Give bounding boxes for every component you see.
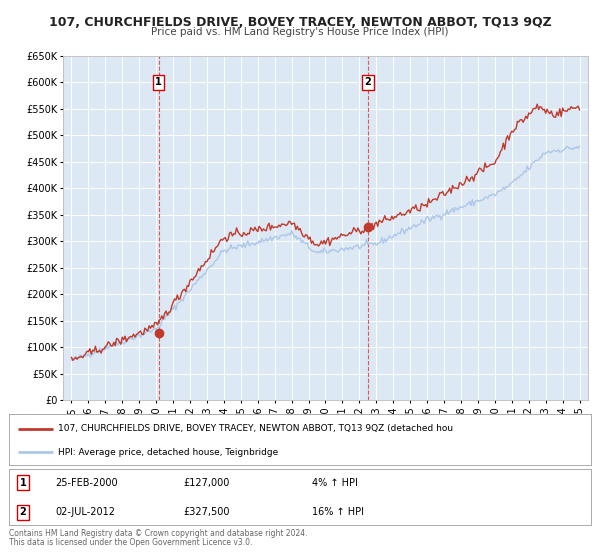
Text: 2: 2 (19, 507, 26, 517)
Text: 02-JUL-2012: 02-JUL-2012 (56, 507, 116, 517)
Text: 4% ↑ HPI: 4% ↑ HPI (311, 478, 358, 488)
Text: 1: 1 (155, 77, 162, 87)
Text: 2: 2 (364, 77, 371, 87)
Text: Price paid vs. HM Land Registry's House Price Index (HPI): Price paid vs. HM Land Registry's House … (151, 27, 449, 37)
Text: This data is licensed under the Open Government Licence v3.0.: This data is licensed under the Open Gov… (9, 538, 253, 547)
Text: HPI: Average price, detached house, Teignbridge: HPI: Average price, detached house, Teig… (58, 447, 279, 457)
Text: 1: 1 (19, 478, 26, 488)
Text: £127,000: £127,000 (184, 478, 230, 488)
Text: £327,500: £327,500 (184, 507, 230, 517)
Text: 107, CHURCHFIELDS DRIVE, BOVEY TRACEY, NEWTON ABBOT, TQ13 9QZ (detached hou: 107, CHURCHFIELDS DRIVE, BOVEY TRACEY, N… (58, 424, 454, 433)
Text: Contains HM Land Registry data © Crown copyright and database right 2024.: Contains HM Land Registry data © Crown c… (9, 529, 308, 538)
Text: 16% ↑ HPI: 16% ↑ HPI (311, 507, 364, 517)
Text: 107, CHURCHFIELDS DRIVE, BOVEY TRACEY, NEWTON ABBOT, TQ13 9QZ: 107, CHURCHFIELDS DRIVE, BOVEY TRACEY, N… (49, 16, 551, 29)
Text: 25-FEB-2000: 25-FEB-2000 (56, 478, 118, 488)
